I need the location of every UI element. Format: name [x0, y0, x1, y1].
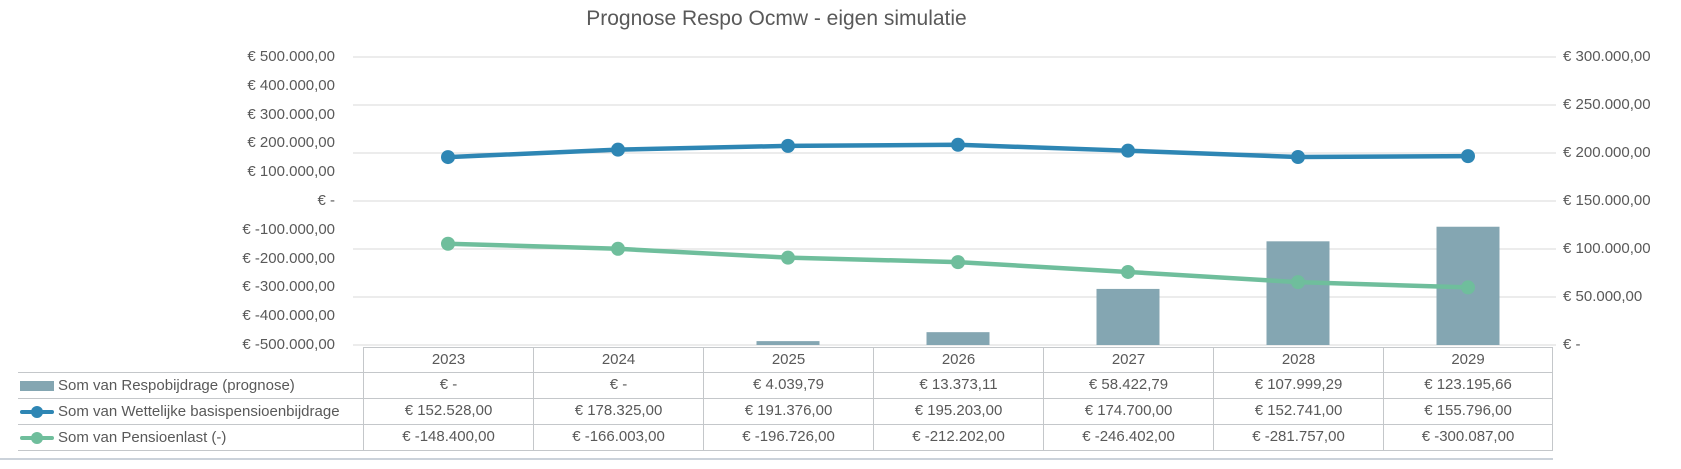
- table-cell: € -300.087,00: [1383, 425, 1553, 451]
- axis-tick-label: € -: [317, 192, 335, 209]
- table-cell: € -212.202,00: [873, 425, 1043, 451]
- data-point-2025[interactable]: [781, 250, 795, 265]
- table-cell: € -: [363, 373, 533, 399]
- axis-tick-label: € 200.000,00: [1563, 144, 1651, 161]
- axis-tick-label: € 100.000,00: [1563, 240, 1651, 257]
- axis-tick-label: € 100.000,00: [247, 163, 335, 180]
- bar-2026[interactable]: [926, 332, 990, 345]
- axis-tick-label: € 200.000,00: [247, 134, 335, 151]
- legend-item-wettelijke-basispensioenbijdrage[interactable]: Som van Wettelijke basispensioenbijdrage: [18, 399, 363, 425]
- data-point-2029[interactable]: [1461, 149, 1475, 164]
- axis-tick-label: € 400.000,00: [247, 77, 335, 94]
- table-cell: € 152.528,00: [363, 399, 533, 425]
- legend-label: Som van Respobijdrage (prognose): [58, 376, 295, 394]
- axis-tick-label: € 250.000,00: [1563, 96, 1651, 113]
- axis-tick-label: € -400.000,00: [242, 307, 335, 324]
- series-wettelijke-basispensioenbijdrage[interactable]: [441, 137, 1475, 165]
- data-point-2026[interactable]: [951, 137, 965, 152]
- bar-series-swatch-icon: [20, 379, 54, 393]
- table-cell: € 107.999,29: [1213, 373, 1383, 399]
- axis-tick-label: € 300.000,00: [1563, 48, 1651, 65]
- bar-2027[interactable]: [1096, 288, 1160, 345]
- table-cell: € 13.373,11: [873, 373, 1043, 399]
- data-point-2028[interactable]: [1291, 275, 1305, 290]
- series-pensioenlast[interactable]: [441, 236, 1475, 295]
- data-point-2026[interactable]: [951, 255, 965, 270]
- year-header: 2028: [1213, 347, 1383, 373]
- table-cell: € 4.039,79: [703, 373, 873, 399]
- table-cell: € 123.195,66: [1383, 373, 1553, 399]
- axis-tick-label: € 500.000,00: [247, 48, 335, 65]
- data-point-2027[interactable]: [1121, 264, 1135, 279]
- legend-label: Som van Wettelijke basispensioenbijdrage: [58, 402, 340, 420]
- table-row: Som van Wettelijke basispensioenbijdrage…: [18, 399, 1553, 425]
- axis-tick-label: € -: [1563, 336, 1581, 353]
- table-cell: € -196.726,00: [703, 425, 873, 451]
- data-point-2023[interactable]: [441, 236, 455, 251]
- data-point-2024[interactable]: [611, 241, 625, 256]
- table-cell: € -246.402,00: [1043, 425, 1213, 451]
- axis-tick-label: € -500.000,00: [242, 336, 335, 353]
- legend-label: Som van Pensioenlast (-): [58, 428, 227, 446]
- year-header: 2026: [873, 347, 1043, 373]
- line-series-swatch-icon: [20, 405, 54, 419]
- axis-tick-label: € 50.000,00: [1563, 288, 1643, 305]
- data-point-2024[interactable]: [611, 142, 625, 157]
- table-cell: € 174.700,00: [1043, 399, 1213, 425]
- chart-title: Prognose Respo Ocmw - eigen simulatie: [586, 7, 967, 30]
- bottom-divider: [0, 458, 1553, 460]
- table-cell: € 195.203,00: [873, 399, 1043, 425]
- legend-item-respobijdrage[interactable]: Som van Respobijdrage (prognose): [18, 373, 363, 399]
- table-cell: € -281.757,00: [1213, 425, 1383, 451]
- table-cell: € 58.422,79: [1043, 373, 1213, 399]
- table-cell: € 178.325,00: [533, 399, 703, 425]
- axis-tick-label: € 150.000,00: [1563, 192, 1651, 209]
- axis-tick-label: € -100.000,00: [242, 221, 335, 238]
- gridlines: [353, 56, 1556, 346]
- table-row: Som van Respobijdrage (prognose) € - € -…: [18, 373, 1553, 399]
- table-cell: € 191.376,00: [703, 399, 873, 425]
- table-cell: € -148.400,00: [363, 425, 533, 451]
- year-header: 2024: [533, 347, 703, 373]
- year-header: 2029: [1383, 347, 1553, 373]
- chart-data-table: 2023 2024 2025 2026 2027 2028 2029 Som v…: [18, 347, 1553, 451]
- year-header: 2023: [363, 347, 533, 373]
- line-series-swatch-icon: [20, 431, 54, 445]
- data-point-2025[interactable]: [781, 138, 795, 153]
- table-cell: € -: [533, 373, 703, 399]
- table-header-row: 2023 2024 2025 2026 2027 2028 2029: [18, 347, 1553, 373]
- table-row: Som van Pensioenlast (-) € -148.400,00 €…: [18, 425, 1553, 451]
- data-point-2029[interactable]: [1461, 280, 1475, 295]
- legend-item-pensioenlast[interactable]: Som van Pensioenlast (-): [18, 425, 363, 451]
- year-header: 2025: [703, 347, 873, 373]
- table-corner-cell: [18, 347, 363, 373]
- bar-2025[interactable]: [756, 341, 820, 345]
- table-cell: € 152.741,00: [1213, 399, 1383, 425]
- year-header: 2027: [1043, 347, 1213, 373]
- table-cell: € -166.003,00: [533, 425, 703, 451]
- bar-2028[interactable]: [1266, 241, 1330, 345]
- axis-tick-label: € -300.000,00: [242, 278, 335, 295]
- data-point-2023[interactable]: [441, 150, 455, 165]
- data-point-2028[interactable]: [1291, 150, 1305, 165]
- axis-tick-label: € 300.000,00: [247, 106, 335, 123]
- data-point-2027[interactable]: [1121, 143, 1135, 158]
- table-cell: € 155.796,00: [1383, 399, 1553, 425]
- axis-tick-label: € -200.000,00: [242, 250, 335, 267]
